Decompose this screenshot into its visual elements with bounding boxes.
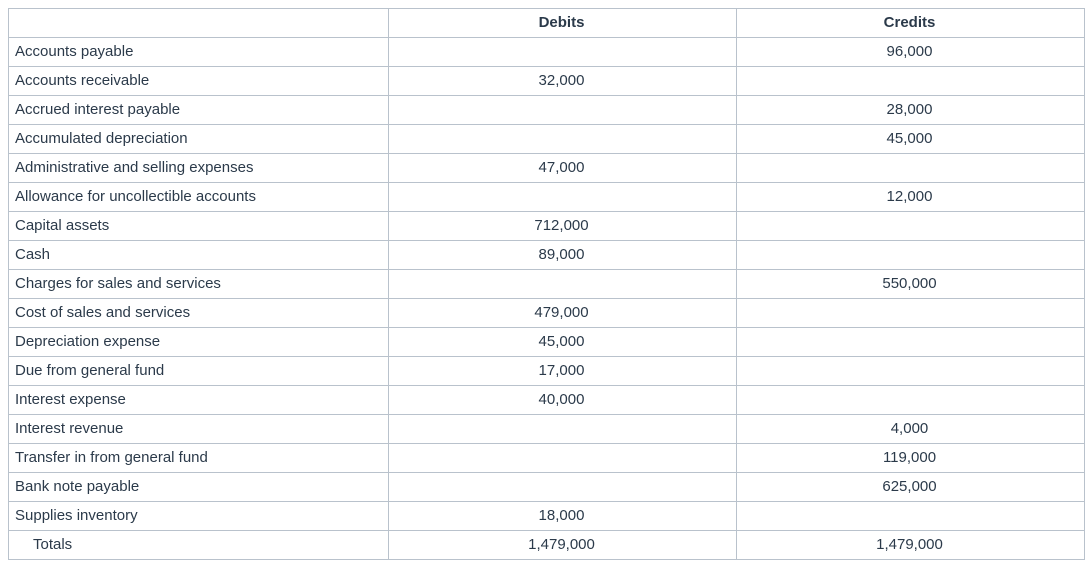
account-cell: Accrued interest payable	[9, 96, 389, 125]
credit-cell: 96,000	[737, 38, 1085, 67]
col-header-credits: Credits	[737, 9, 1085, 38]
credit-cell	[737, 357, 1085, 386]
table-row: Capital assets712,000	[9, 212, 1085, 241]
debit-cell: 47,000	[389, 154, 737, 183]
credit-cell	[737, 299, 1085, 328]
debit-cell	[389, 38, 737, 67]
debit-cell	[389, 473, 737, 502]
table-row: Interest expense40,000	[9, 386, 1085, 415]
table-row: Accounts receivable32,000	[9, 67, 1085, 96]
table-row: Transfer in from general fund 119,000	[9, 444, 1085, 473]
col-header-account	[9, 9, 389, 38]
account-cell: Supplies inventory	[9, 502, 389, 531]
table-row: Depreciation expense45,000	[9, 328, 1085, 357]
account-cell: Accounts payable	[9, 38, 389, 67]
table-row: Interest revenue 4,000	[9, 415, 1085, 444]
credit-cell	[737, 241, 1085, 270]
table-row: Charges for sales and services 550,000	[9, 270, 1085, 299]
credit-cell	[737, 328, 1085, 357]
table-row: Totals1,479,0001,479,000	[9, 531, 1085, 560]
debit-cell	[389, 444, 737, 473]
debit-cell: 40,000	[389, 386, 737, 415]
account-cell: Interest revenue	[9, 415, 389, 444]
debit-cell: 89,000	[389, 241, 737, 270]
debit-cell	[389, 96, 737, 125]
debit-cell: 712,000	[389, 212, 737, 241]
account-cell: Accounts receivable	[9, 67, 389, 96]
account-cell: Due from general fund	[9, 357, 389, 386]
account-cell: Cost of sales and services	[9, 299, 389, 328]
credit-cell: 45,000	[737, 125, 1085, 154]
account-cell: Allowance for uncollectible accounts	[9, 183, 389, 212]
trial-balance-table: Debits Credits Accounts payable96,000Acc…	[8, 8, 1085, 560]
account-cell: Administrative and selling expenses	[9, 154, 389, 183]
debit-cell: 479,000	[389, 299, 737, 328]
table-row: Bank note payable 625,000	[9, 473, 1085, 502]
table-row: Accrued interest payable 28,000	[9, 96, 1085, 125]
credit-cell	[737, 67, 1085, 96]
credit-cell: 625,000	[737, 473, 1085, 502]
debit-cell: 17,000	[389, 357, 737, 386]
debit-cell: 1,479,000	[389, 531, 737, 560]
col-header-debits: Debits	[389, 9, 737, 38]
table-row: Cost of sales and services479,000	[9, 299, 1085, 328]
credit-cell	[737, 212, 1085, 241]
credit-cell	[737, 502, 1085, 531]
credit-cell	[737, 386, 1085, 415]
table-row: Supplies inventory18,000	[9, 502, 1085, 531]
account-cell: Cash	[9, 241, 389, 270]
debit-cell	[389, 183, 737, 212]
credit-cell: 119,000	[737, 444, 1085, 473]
debit-cell	[389, 270, 737, 299]
table-row: Due from general fund17,000	[9, 357, 1085, 386]
credit-cell: 28,000	[737, 96, 1085, 125]
account-cell: Accumulated depreciation	[9, 125, 389, 154]
account-cell: Depreciation expense	[9, 328, 389, 357]
table-row: Cash89,000	[9, 241, 1085, 270]
header-row: Debits Credits	[9, 9, 1085, 38]
table-row: Accumulated depreciation 45,000	[9, 125, 1085, 154]
table-row: Accounts payable 96,000	[9, 38, 1085, 67]
credit-cell: 1,479,000	[737, 531, 1085, 560]
account-cell: Totals	[9, 531, 389, 560]
account-cell: Transfer in from general fund	[9, 444, 389, 473]
credit-cell: 550,000	[737, 270, 1085, 299]
account-cell: Charges for sales and services	[9, 270, 389, 299]
account-cell: Bank note payable	[9, 473, 389, 502]
credit-cell	[737, 154, 1085, 183]
credit-cell: 4,000	[737, 415, 1085, 444]
debit-cell: 18,000	[389, 502, 737, 531]
account-cell: Interest expense	[9, 386, 389, 415]
debit-cell: 32,000	[389, 67, 737, 96]
debit-cell: 45,000	[389, 328, 737, 357]
debit-cell	[389, 415, 737, 444]
table-row: Allowance for uncollectible accounts 12,0…	[9, 183, 1085, 212]
credit-cell: 12,000	[737, 183, 1085, 212]
debit-cell	[389, 125, 737, 154]
table-row: Administrative and selling expenses47,00…	[9, 154, 1085, 183]
account-cell: Capital assets	[9, 212, 389, 241]
